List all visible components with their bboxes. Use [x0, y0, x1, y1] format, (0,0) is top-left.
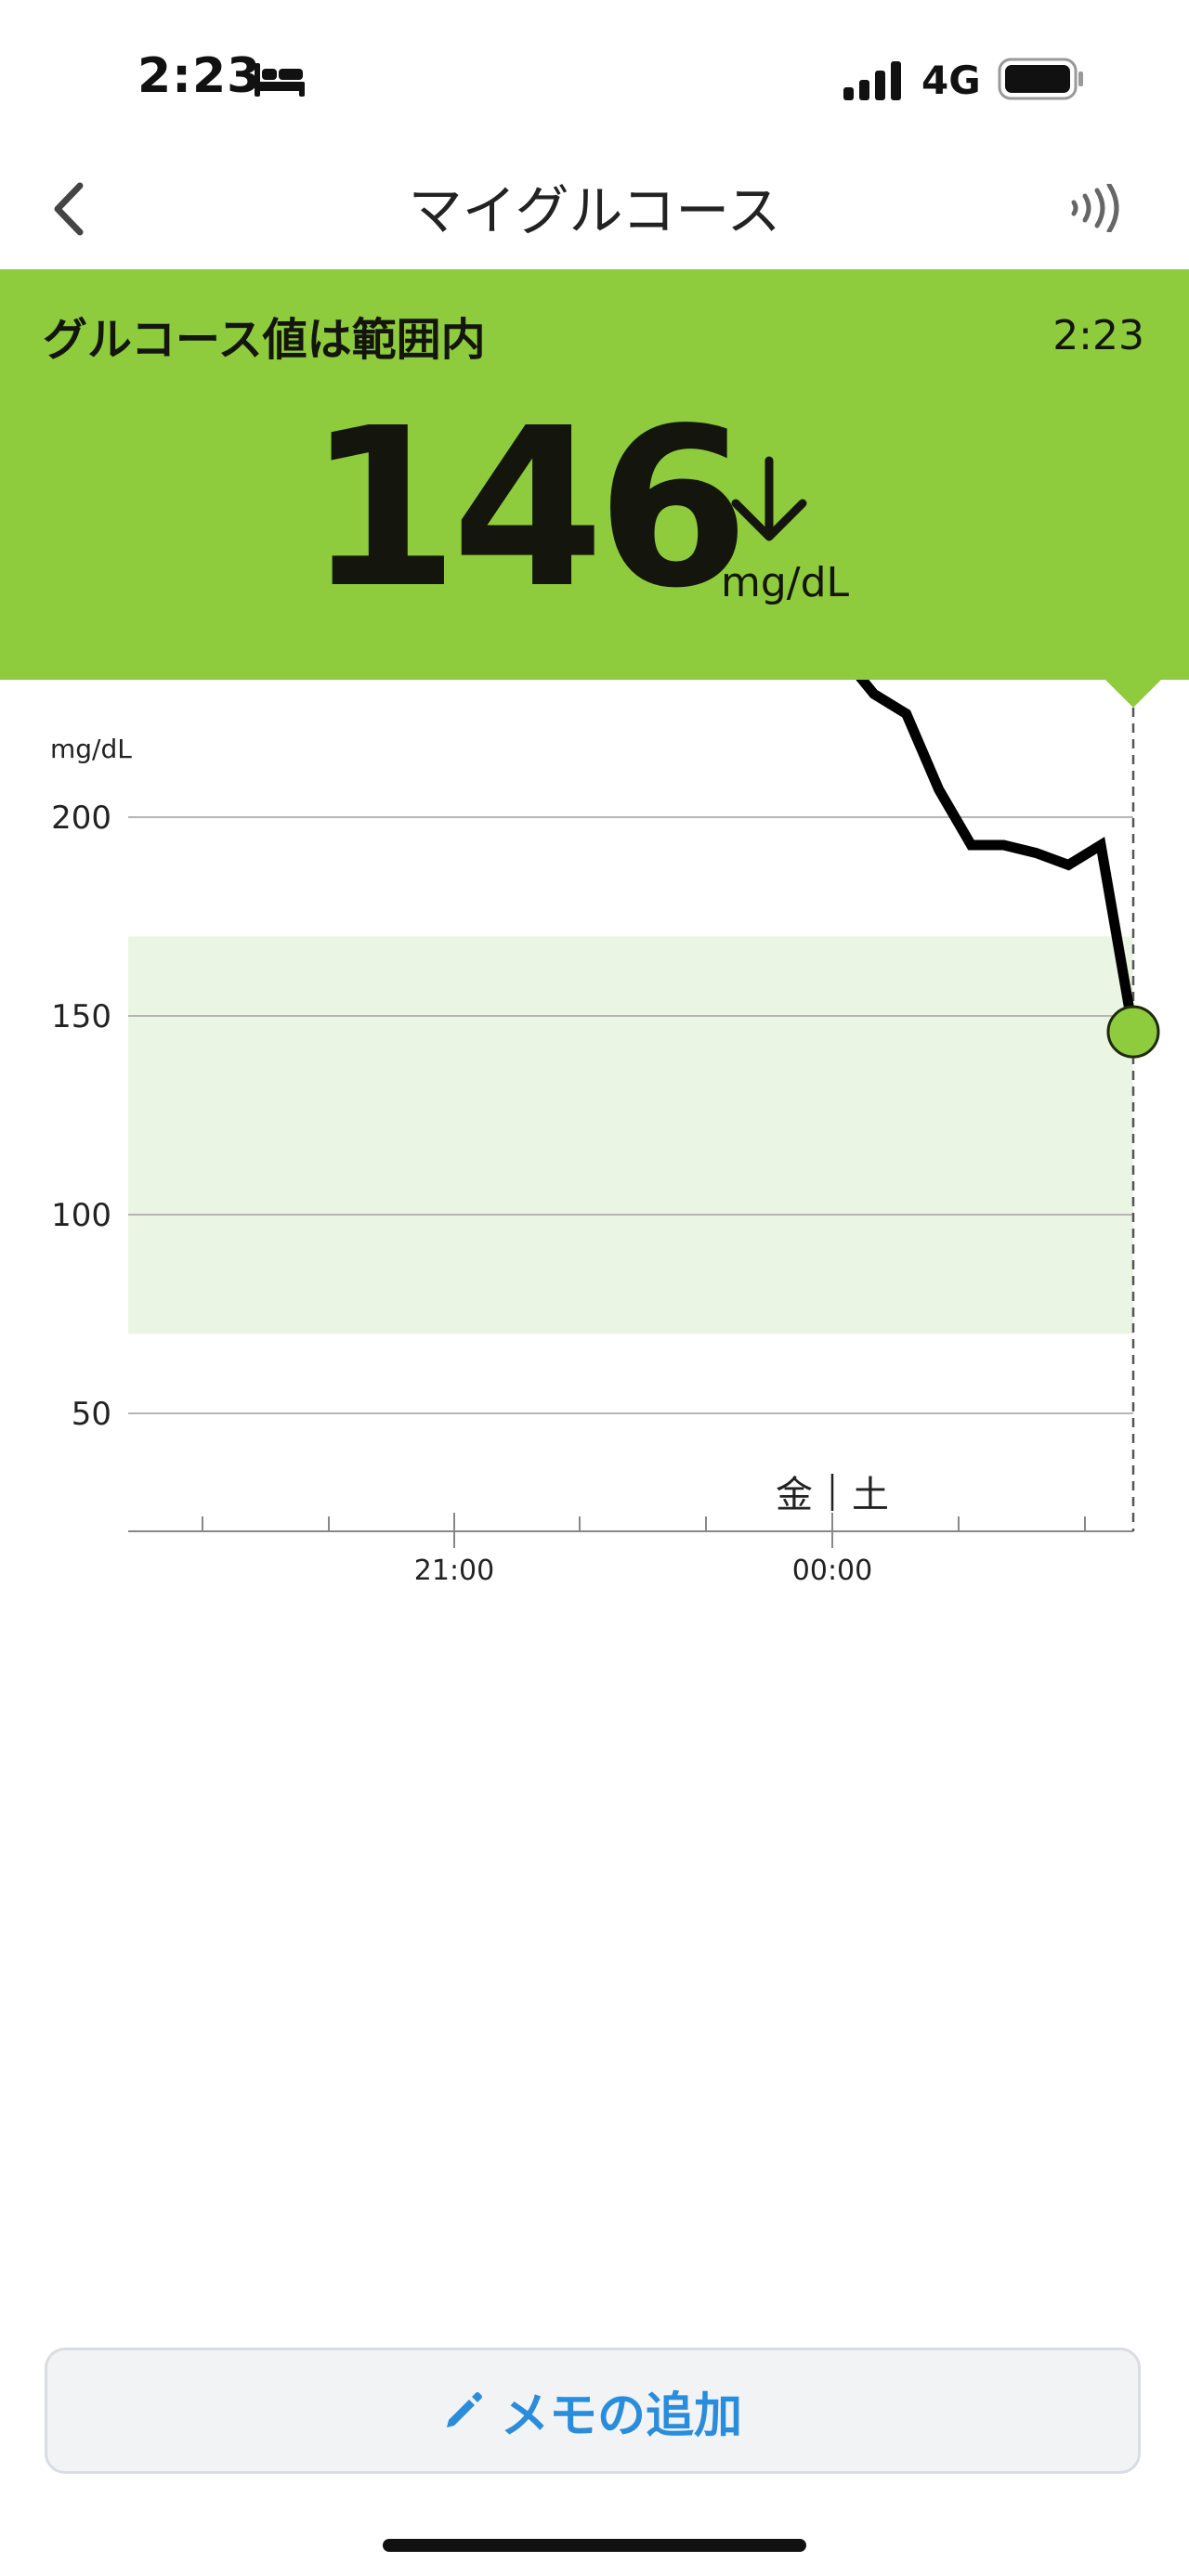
x-tick-labels: 21:00 00:00 [414, 1555, 872, 1587]
grid-lines [128, 816, 1133, 1414]
x-tick-label: 21:00 [414, 1555, 494, 1587]
y-tick-labels: 50100150200250300350 [51, 800, 111, 1433]
glucose-data-point [1032, 849, 1040, 857]
status-time: 2:23 [137, 48, 262, 104]
glucose-series-line [856, 680, 1139, 1034]
day-label: 金 [776, 1474, 813, 1516]
pencil-icon [446, 2392, 482, 2427]
y-tick-label: 150 [51, 998, 111, 1035]
current-value-marker[interactable] [1106, 1005, 1160, 1059]
glucose-data-point [869, 690, 878, 698]
add-memo-label: メモの追加 [500, 2387, 742, 2444]
status-bar: 2:23 4G [0, 0, 1189, 139]
glucose-status-label: グルコース値は範囲内 [43, 314, 486, 366]
add-memo-button[interactable]: メモの追加 [45, 2348, 1141, 2474]
y-tick-label: 100 [51, 1197, 111, 1234]
glucose-value: 146 [307, 381, 750, 636]
glucose-data-point [1097, 840, 1105, 849]
glucose-data-point [902, 709, 910, 718]
y-axis-unit: mg/dL [50, 734, 132, 764]
sleep-bed-icon [255, 63, 305, 97]
page-title: マイグルコース [408, 179, 781, 242]
day-label: 土 [852, 1474, 889, 1516]
glucose-unit: mg/dL [721, 559, 850, 606]
glucose-data-point [934, 786, 943, 794]
arrow-down-icon [731, 456, 807, 541]
glucose-data-point [967, 840, 975, 849]
target-range-band [128, 936, 1133, 1334]
reading-time: 2:23 [1052, 312, 1144, 359]
day-labels: 金土 [776, 1474, 889, 1516]
x-axis-ticks [202, 1513, 1086, 1548]
battery-icon [998, 58, 1083, 100]
glucose-data-point [1065, 861, 1073, 869]
glucose-data-point [1000, 840, 1008, 849]
back-chevron-icon[interactable] [48, 176, 89, 241]
glucose-banner: グルコース値は範囲内 2:23 146 [0, 269, 1189, 680]
cellular-signal-icon [843, 61, 901, 100]
home-indicator [383, 2539, 806, 2552]
current-marker-triangle [1105, 680, 1161, 708]
y-tick-label: 50 [72, 1396, 111, 1433]
x-tick-label: 00:00 [792, 1555, 872, 1587]
network-type: 4G [921, 58, 981, 103]
nfc-scan-icon[interactable] [1068, 184, 1124, 232]
y-tick-label: 200 [51, 800, 111, 837]
nav-bar: マイグルコース [0, 139, 1189, 269]
